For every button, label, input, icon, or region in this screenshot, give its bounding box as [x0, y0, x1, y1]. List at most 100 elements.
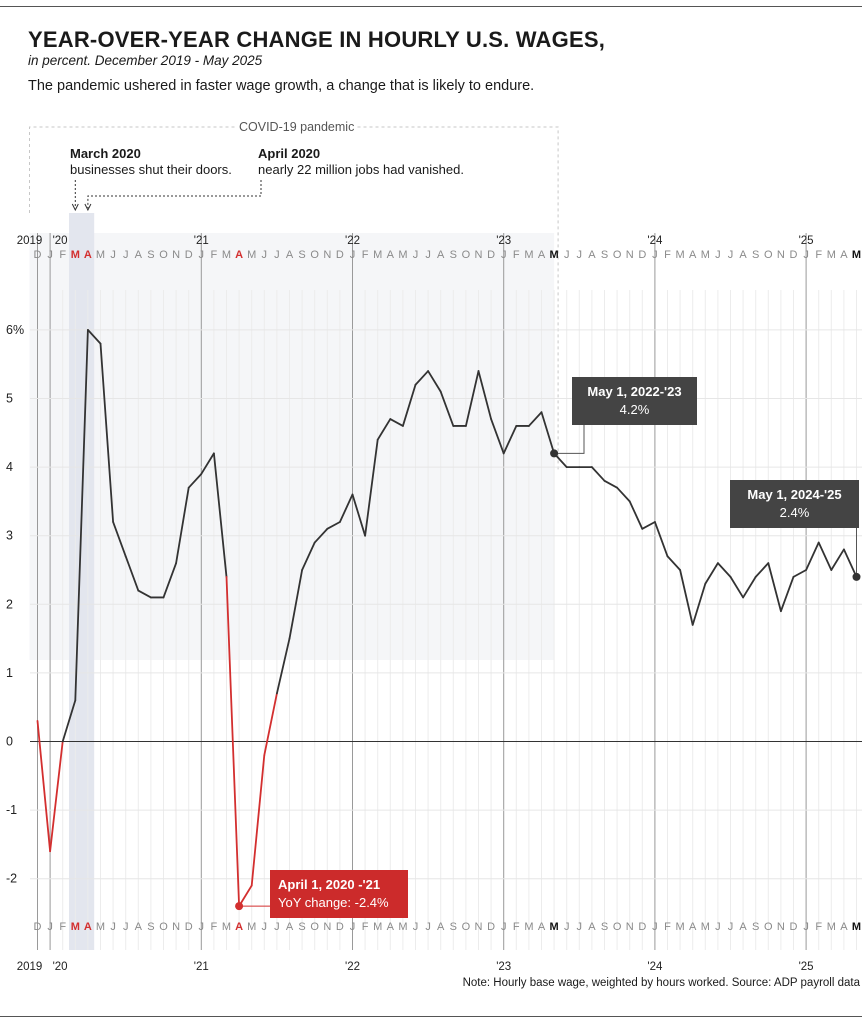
line-segment	[704, 562, 719, 585]
month-tick-label-bottom: J	[47, 921, 53, 933]
annotation-march-2020: March 2020 businesses shut their doors.	[70, 146, 232, 178]
month-tick-label-bottom: J	[425, 921, 431, 933]
month-tick-label-bottom: M	[827, 921, 836, 933]
line-segment	[162, 562, 178, 599]
month-tick-label-top: J	[652, 249, 658, 261]
line-segment	[99, 342, 114, 523]
month-tick-label-top: J	[577, 249, 583, 261]
line-segment	[817, 541, 833, 571]
year-label-bottom: '20	[53, 961, 68, 973]
line-segment	[389, 418, 404, 427]
line-segment	[477, 370, 493, 420]
month-tick-label-top: S	[450, 249, 457, 261]
month-tick-label-top: S	[298, 249, 305, 261]
line-segment-negative	[263, 692, 278, 757]
month-tick-label-bottom: O	[764, 921, 773, 933]
month-tick-label-bottom: M	[676, 921, 685, 933]
month-tick-label-top: A	[840, 249, 848, 261]
month-tick-label-top: F	[211, 249, 218, 261]
month-tick-label-bottom: J	[715, 921, 721, 933]
line-segment	[87, 328, 102, 345]
covid-period-label: COVID-19 pandemic	[236, 120, 358, 134]
year-label-bottom: '23	[496, 961, 511, 973]
month-tick-label-top: S	[601, 249, 608, 261]
month-tick-label-bottom: F	[59, 921, 66, 933]
month-tick-label-bottom: M	[222, 921, 231, 933]
month-tick-label-top: J	[425, 249, 431, 261]
line-segment	[74, 328, 89, 702]
line-segment	[679, 569, 694, 626]
source-note: Note: Hourly base wage, weighted by hour…	[462, 977, 860, 989]
march-leader-arrow	[71, 203, 79, 212]
line-segment	[137, 589, 152, 599]
month-tick-label-top: M	[71, 249, 80, 261]
month-tick-label-top: M	[247, 249, 256, 261]
line-segment	[616, 486, 631, 503]
month-tick-label-bottom: D	[790, 921, 798, 933]
month-tick-label-bottom: F	[815, 921, 822, 933]
month-tick-label-top: M	[524, 249, 533, 261]
month-tick-label-top: A	[739, 249, 747, 261]
month-tick-label-bottom: S	[450, 921, 457, 933]
line-segment	[414, 370, 430, 386]
month-tick-label-bottom: F	[362, 921, 369, 933]
callout-april-2020-21: April 1, 2020 -'21 YoY change: -2.4%	[270, 870, 408, 918]
annotation-april-2020-title: April 2020	[258, 146, 321, 161]
month-tick-label-top: J	[728, 249, 734, 261]
month-tick-label-top: J	[47, 249, 53, 261]
callout-may-2022-23-title: May 1, 2022-'23	[587, 384, 682, 399]
month-tick-label-top: N	[626, 249, 634, 261]
line-segment	[490, 418, 505, 455]
month-tick-label-top: N	[475, 249, 483, 261]
line-segment	[326, 521, 341, 530]
year-label-top: '23	[496, 235, 511, 247]
month-tick-label-top: S	[752, 249, 759, 261]
month-tick-label-top: O	[462, 249, 471, 261]
line-segment	[843, 548, 858, 578]
month-tick-label-bottom: O	[159, 921, 168, 933]
month-tick-label-bottom: J	[413, 921, 419, 933]
y-tick-label: 2	[6, 597, 13, 611]
chart-description: The pandemic ushered in faster wage grow…	[28, 78, 535, 94]
line-segment-negative	[225, 575, 241, 908]
line-segment	[464, 370, 480, 427]
month-tick-label-bottom: N	[475, 921, 483, 933]
month-tick-label-bottom: J	[577, 921, 583, 933]
month-tick-label-top: O	[764, 249, 773, 261]
line-segment-negative	[49, 740, 64, 853]
line-segment	[61, 699, 77, 743]
month-tick-label-bottom: J	[199, 921, 205, 933]
y-tick-label: 5	[6, 392, 13, 406]
callout-april-2020-21-title: April 1, 2020 -'21	[278, 877, 381, 892]
month-tick-label-top: D	[336, 249, 344, 261]
month-tick-label-bottom: M	[550, 921, 559, 933]
month-tick-label-top: J	[564, 249, 570, 261]
month-tick-label-bottom: J	[350, 921, 356, 933]
month-tick-label-bottom: J	[652, 921, 658, 933]
annotation-march-2020-text: businesses shut their doors.	[70, 162, 232, 177]
month-tick-label-bottom: F	[664, 921, 671, 933]
line-segment	[351, 493, 367, 537]
month-tick-label-top: F	[362, 249, 369, 261]
year-label-top: '24	[647, 235, 663, 247]
month-tick-label-bottom: J	[803, 921, 809, 933]
year-label-bottom: '24	[647, 961, 663, 973]
line-segment	[502, 425, 518, 455]
line-segment	[338, 493, 354, 523]
month-tick-label-bottom: S	[298, 921, 305, 933]
y-tick-label: 0	[6, 735, 13, 749]
month-tick-label-top: S	[147, 249, 154, 261]
line-segment	[754, 562, 770, 578]
month-tick-label-top: D	[185, 249, 193, 261]
line-segment	[591, 466, 606, 482]
month-tick-label-top: A	[84, 249, 92, 261]
month-tick-label-bottom: N	[323, 921, 331, 933]
line-segment	[805, 541, 820, 571]
line-segment	[376, 418, 392, 441]
line-segment-negative	[36, 720, 51, 853]
month-tick-label-top: M	[676, 249, 685, 261]
month-tick-label-top: D	[638, 249, 646, 261]
month-tick-label-top: D	[790, 249, 798, 261]
line-segment	[641, 521, 656, 530]
